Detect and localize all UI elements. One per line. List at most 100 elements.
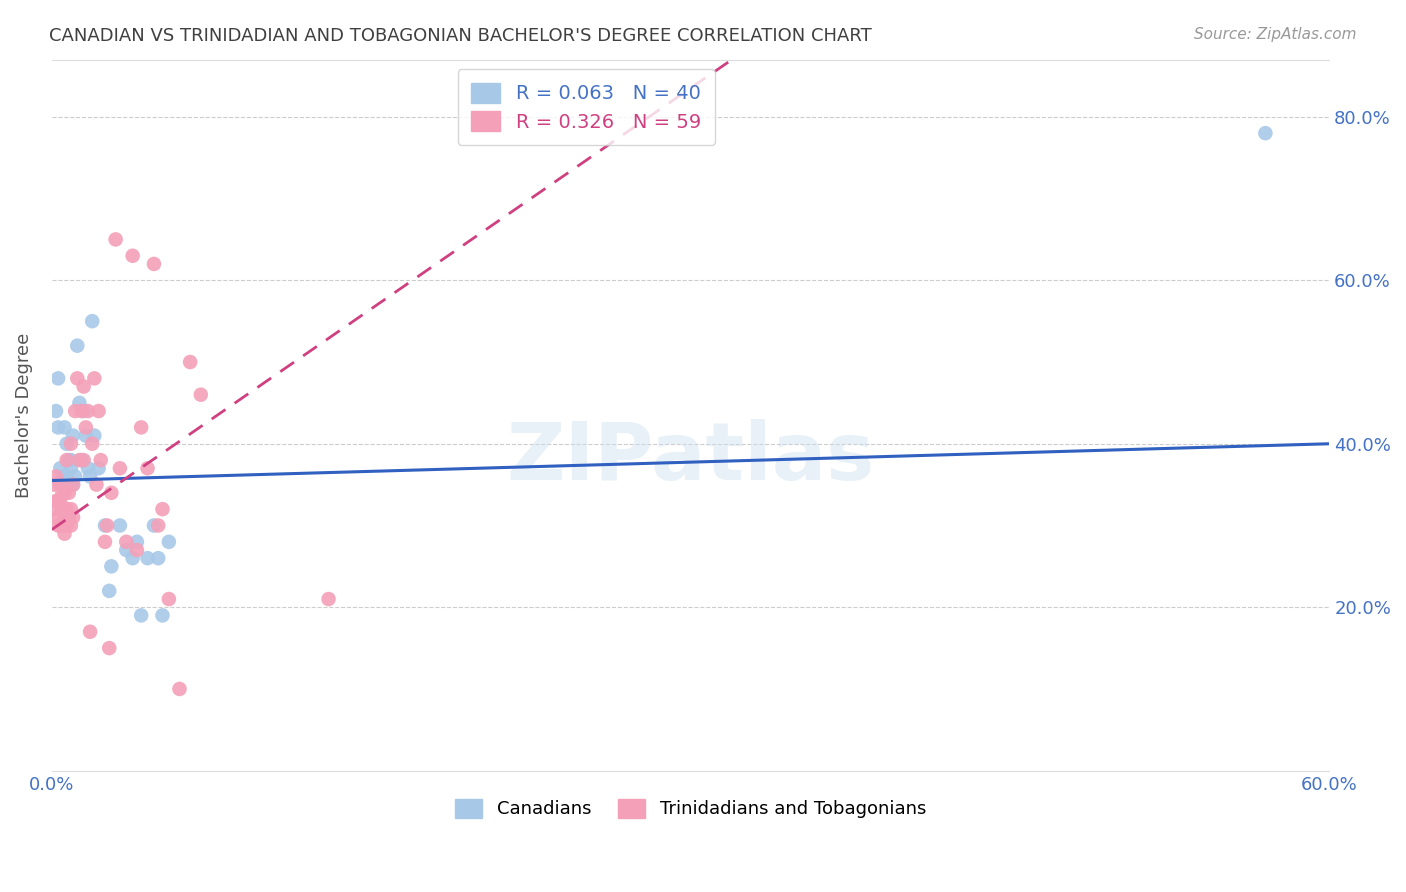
Point (79, 469, 101, 483)
Point (62, 477, 84, 491)
Point (83, 428, 105, 442)
Point (58, 510, 80, 524)
Y-axis label: Bachelor's Degree: Bachelor's Degree (15, 333, 32, 498)
Point (100, 485, 122, 500)
Point (77, 461, 100, 475)
Point (129, 608, 152, 623)
Point (73, 404, 96, 418)
Point (55, 518, 77, 533)
Point (75, 420, 97, 434)
Point (46, 371, 69, 385)
Point (42, 477, 65, 491)
Point (55, 502, 77, 516)
Point (82, 436, 104, 450)
Point (53, 485, 76, 500)
Point (108, 518, 131, 533)
Legend: Canadians, Trinidadians and Tobagonians: Canadians, Trinidadians and Tobagonians (447, 792, 934, 826)
Point (86, 477, 108, 491)
Point (73, 453, 96, 467)
Point (87, 404, 110, 418)
Point (148, 518, 170, 533)
Point (67, 396, 90, 410)
Point (51, 469, 73, 483)
Point (53, 477, 76, 491)
Point (73, 379, 96, 393)
Point (148, 551, 170, 566)
Point (115, 543, 138, 558)
Point (169, 681, 191, 696)
Point (125, 543, 148, 558)
Point (70, 404, 93, 418)
Point (142, 257, 165, 271)
Point (90, 453, 112, 467)
Point (115, 534, 138, 549)
Point (58, 485, 80, 500)
Point (70, 453, 93, 467)
Point (55, 436, 77, 450)
Point (51, 502, 73, 516)
Point (136, 461, 159, 475)
Point (66, 339, 89, 353)
Point (49, 461, 72, 475)
Point (82, 314, 104, 328)
Point (83, 371, 105, 385)
Point (63, 469, 86, 483)
Point (59, 436, 82, 450)
Point (96, 518, 118, 533)
Point (51, 485, 73, 500)
Point (59, 453, 82, 467)
Point (94, 534, 117, 549)
Point (45, 494, 67, 508)
Point (318, 592, 340, 607)
Point (51, 502, 73, 516)
Point (157, 534, 180, 549)
Point (46, 518, 69, 533)
Point (98, 641, 121, 656)
Point (75, 428, 97, 442)
Point (53, 510, 76, 524)
Point (67, 453, 90, 467)
Point (59, 461, 82, 475)
Point (79, 624, 101, 639)
Point (62, 428, 84, 442)
Point (87, 461, 110, 475)
Point (51, 518, 73, 533)
Point (94, 518, 117, 533)
Point (152, 502, 174, 516)
Point (49, 477, 72, 491)
Text: ZIPatlas: ZIPatlas (506, 419, 875, 497)
Point (53, 526, 76, 541)
Point (42, 502, 65, 516)
Point (46, 420, 69, 434)
Point (53, 420, 76, 434)
Text: CANADIAN VS TRINIDADIAN AND TOBAGONIAN BACHELOR'S DEGREE CORRELATION CHART: CANADIAN VS TRINIDADIAN AND TOBAGONIAN B… (49, 27, 872, 45)
Point (1254, 126, 1277, 140)
Point (104, 232, 127, 246)
Point (59, 518, 82, 533)
Point (49, 518, 72, 533)
Point (62, 477, 84, 491)
Point (63, 404, 86, 418)
Point (49, 494, 72, 508)
Point (46, 494, 69, 508)
Point (45, 404, 67, 418)
Point (98, 583, 121, 598)
Point (129, 420, 152, 434)
Point (59, 502, 82, 516)
Point (45, 469, 67, 483)
Point (100, 559, 122, 574)
Point (62, 510, 84, 524)
Point (55, 469, 77, 483)
Point (121, 249, 143, 263)
Text: Source: ZipAtlas.com: Source: ZipAtlas.com (1194, 27, 1357, 42)
Point (136, 551, 159, 566)
Point (66, 371, 89, 385)
Point (77, 404, 100, 418)
Point (125, 534, 148, 549)
Point (190, 388, 212, 402)
Point (121, 551, 143, 566)
Point (46, 510, 69, 524)
Point (142, 518, 165, 533)
Point (55, 453, 77, 467)
Point (108, 461, 131, 475)
